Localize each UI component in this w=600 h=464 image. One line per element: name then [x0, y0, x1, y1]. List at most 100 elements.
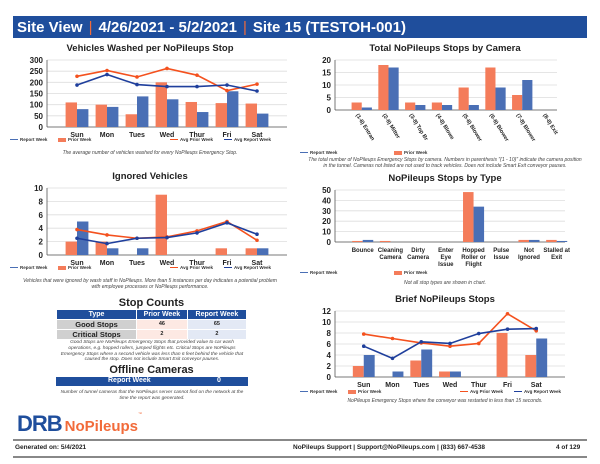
prior-week-bar — [405, 102, 416, 110]
table-header-row: Type Prior Week Report Week — [56, 309, 248, 320]
line-swatch — [224, 267, 232, 269]
x-tick-label: Mon — [385, 382, 399, 389]
report-week-bar — [137, 248, 149, 255]
x-tick-label: (4-8) Blowe — [434, 113, 455, 141]
x-tick-label: Bounce — [352, 248, 375, 254]
chart-vehicles-washed: Vehicles Washed per NoPileups Stop 0 50 100… — [10, 40, 290, 160]
column-header: Report Week — [186, 309, 248, 320]
x-tick-label: Sun — [70, 260, 83, 267]
divider: | — [242, 18, 247, 36]
prior-week-bar — [245, 103, 257, 127]
y-tick-label: 5 — [327, 94, 332, 103]
line-point — [255, 82, 259, 86]
report-week-bar — [257, 113, 269, 127]
y-tick-label: 4 — [327, 351, 332, 360]
report-week-bar — [388, 67, 399, 110]
prior-week-bar — [65, 102, 77, 127]
legend-label: Prior Week — [404, 270, 428, 275]
legend-item-prior: Prior Week — [58, 137, 91, 142]
x-tick-label: Thur — [471, 382, 487, 389]
line-point — [105, 233, 109, 237]
y-tick-label: 8 — [39, 197, 44, 206]
legend-label: Report Week — [310, 389, 338, 394]
report-week-bar — [197, 112, 209, 127]
page-number: 4 of 129 — [556, 444, 581, 451]
chart-brief-stops: Brief NoPileups Stops 0 2 4 6 8 10 12 Sun Mon Tues… — [300, 291, 590, 411]
report-week-bar — [137, 96, 149, 127]
y-tick-label: 100 — [30, 101, 44, 110]
chart-caption: The average number of vehicles washed fo… — [62, 150, 238, 156]
chart-caption: NoPileups Emergency Stops where the conv… — [347, 398, 543, 404]
chart-title: Brief NoPileups Stops — [395, 294, 495, 305]
legend-label: Avg Prior Week — [470, 389, 504, 394]
x-tick-label: Thur — [189, 260, 205, 267]
x-tick-label: (3-8) Top Br — [408, 113, 430, 143]
logo-brand: DRB — [17, 411, 63, 436]
report-week-bar — [392, 371, 404, 377]
report-week-bar — [556, 240, 568, 242]
prior-week-bar — [512, 95, 523, 110]
date-range: 4/26/2021 - 5/2/2021 — [98, 18, 237, 36]
chart-plot: 0 50 100 150 200 250 300 Sun Mon Tues Wed Thur Fri Sa… — [30, 56, 287, 139]
legend-item-avg-report: Avg Report Week — [514, 389, 561, 394]
y-tick-label: 200 — [30, 78, 44, 87]
y-tick-label: 0 — [39, 251, 44, 260]
chart-plot: 0 2 4 6 8 10 Sun Mon Tues Wed Thur Fri Sat — [34, 184, 287, 267]
line-point — [419, 340, 424, 344]
x-tick-label: Mon — [100, 132, 114, 139]
prior-week-bar — [185, 101, 197, 127]
chart-caption: Vehicles that were ignored by wash staff… — [23, 278, 277, 290]
prior-week-bar — [155, 82, 167, 127]
x-tick-label: Cleaning Camera — [378, 248, 404, 261]
report-value: 2 — [186, 328, 248, 340]
prior-week-bar — [215, 103, 227, 127]
prior-week-bar — [379, 240, 391, 242]
report-value: 65 — [186, 318, 248, 330]
legend-label: Avg Report Week — [234, 137, 272, 142]
y-tick-label: 2 — [39, 238, 44, 247]
chart-stops-by-type: NoPileups Stops by Type 0 10 20 30 40 50 Bounce… — [300, 170, 590, 290]
line-point — [255, 89, 259, 93]
line-point — [105, 68, 109, 73]
y-tick-label: 150 — [30, 90, 44, 99]
report-week-bar — [495, 87, 506, 110]
legend-item-report: Report Week — [10, 137, 47, 142]
line-point — [225, 83, 229, 87]
chart-legend: Prior Week Report Week — [300, 270, 590, 276]
prior-week-bar — [546, 239, 557, 242]
view-title: Site View — [17, 18, 83, 36]
legend-item-avg-prior: Avg Prior Week — [460, 389, 503, 394]
row-label: Good Stops — [56, 318, 137, 330]
line-point — [75, 236, 79, 241]
legend-label: Report Week — [20, 137, 48, 142]
stop-counts-note: Good Stops are NoPileups Emergency Stops… — [60, 340, 244, 363]
legend-item-avg-prior: Avg Prior Week — [170, 265, 213, 270]
x-tick-label: Tues — [129, 260, 145, 267]
prior-week-bar — [485, 67, 496, 110]
prior-week-bar — [439, 371, 450, 377]
row-label: Critical Stops — [56, 328, 137, 340]
line-point — [505, 327, 510, 331]
line-point — [448, 344, 452, 348]
chart-legend: Prior Week Report Week Avg Prior Week Avg R… — [10, 265, 290, 271]
y-tick-label: 40 — [322, 196, 331, 205]
line-point — [361, 344, 366, 348]
x-tick-label: Tues — [413, 382, 429, 389]
prior-week-bar — [458, 87, 469, 110]
legend-label: Prior Week — [68, 265, 92, 270]
y-tick-label: 50 — [322, 186, 331, 195]
x-tick-label: (7-8) Blower — [515, 113, 537, 144]
generated-date: Generated on: 5/4/2021 — [15, 444, 87, 451]
y-tick-label: 250 — [30, 67, 44, 76]
x-tick-label: Fri — [223, 132, 232, 139]
legend-label: Avg Report Week — [524, 389, 562, 394]
chart-caption: Not all stop types are shown in chart. — [404, 280, 486, 286]
x-tick-label: Sun — [357, 382, 370, 389]
y-tick-label: 10 — [322, 81, 331, 90]
line-point — [361, 332, 366, 336]
stop-counts-title: Stop Counts — [118, 297, 185, 309]
report-week-bar — [421, 349, 433, 377]
y-tick-label: 10 — [322, 228, 331, 237]
y-tick-label: 10 — [34, 184, 43, 193]
